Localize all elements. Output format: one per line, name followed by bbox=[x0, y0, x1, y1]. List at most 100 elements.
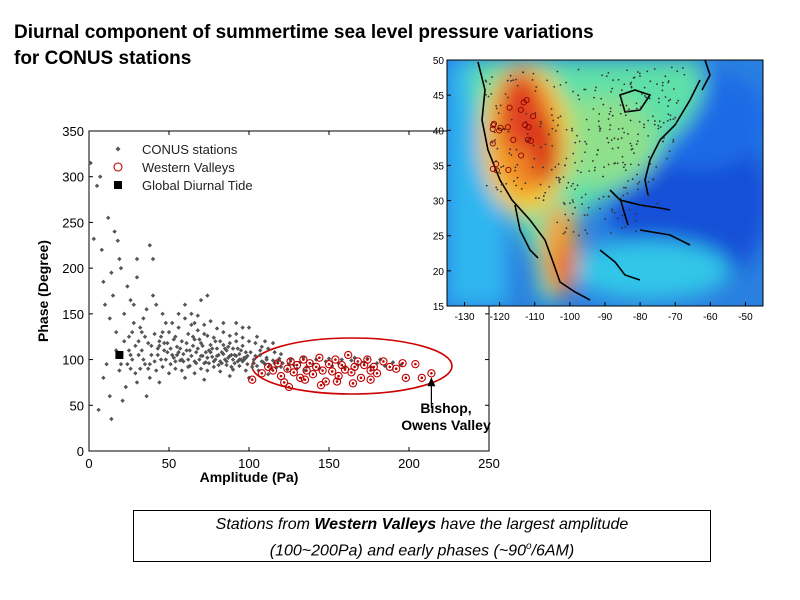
conus-station-point bbox=[174, 352, 180, 358]
conus-station-point bbox=[216, 362, 221, 368]
map-valley-station bbox=[527, 137, 534, 144]
map-station-dot bbox=[598, 197, 601, 200]
western-valley-point-center bbox=[302, 358, 305, 361]
map-station-dot bbox=[681, 67, 684, 69]
conus-station-point bbox=[157, 343, 162, 349]
conus-station-point bbox=[158, 334, 164, 339]
conus-station-point bbox=[173, 359, 178, 364]
y-tick-label: 200 bbox=[62, 261, 84, 276]
conus-station-point bbox=[131, 302, 136, 307]
map-station-dot bbox=[526, 133, 529, 135]
conus-station-point bbox=[94, 183, 100, 189]
conus-station-point bbox=[245, 361, 250, 367]
map-valley-station bbox=[493, 167, 500, 174]
map-station-dot bbox=[564, 213, 567, 216]
conus-station-point bbox=[208, 342, 213, 348]
map-station-dot bbox=[585, 118, 588, 121]
western-valley-point bbox=[324, 359, 334, 369]
map-station-dot bbox=[544, 191, 547, 194]
map-station-dot bbox=[562, 201, 565, 204]
map-station-dot bbox=[656, 202, 659, 205]
map-station-dot bbox=[617, 78, 620, 81]
conus-station-point bbox=[136, 352, 141, 358]
map-station-dot bbox=[542, 199, 545, 202]
map-station-dot bbox=[515, 148, 518, 151]
map-station-dot bbox=[500, 183, 503, 186]
map-station-dot bbox=[643, 123, 646, 126]
conus-station-point bbox=[224, 362, 229, 368]
western-valley-point bbox=[356, 373, 366, 383]
x-tick-label: 50 bbox=[162, 456, 176, 471]
map-station-dot bbox=[609, 110, 612, 113]
map-station-dot bbox=[647, 181, 650, 183]
map-station-dot bbox=[584, 151, 586, 154]
western-valley-point bbox=[280, 378, 289, 387]
map-station-dot bbox=[645, 205, 648, 208]
conus-station-point bbox=[166, 329, 172, 335]
conus-station-point bbox=[246, 339, 252, 344]
conus-station-point bbox=[237, 351, 242, 357]
western-valley-point-center bbox=[353, 365, 356, 369]
map-station-dot bbox=[520, 187, 523, 190]
map-station-dot bbox=[624, 114, 627, 117]
map-station-dot bbox=[598, 113, 601, 115]
western-valley-point bbox=[273, 359, 282, 368]
conus-station-point bbox=[114, 348, 119, 353]
map-valley-station bbox=[497, 124, 504, 131]
legend-conus-marker bbox=[115, 146, 121, 152]
map-station-dot bbox=[674, 116, 677, 119]
conus-station-point bbox=[205, 355, 210, 360]
map-station-dot bbox=[653, 68, 656, 70]
western-valley-point-center bbox=[318, 356, 321, 360]
conus-station-point bbox=[107, 393, 112, 399]
western-valley-point bbox=[411, 359, 420, 369]
western-valley-point-center bbox=[271, 369, 275, 372]
map-valley-station bbox=[522, 121, 529, 129]
western-valley-point-center bbox=[420, 376, 424, 380]
map-station-dot bbox=[648, 156, 650, 158]
y-tick-label: 0 bbox=[77, 444, 84, 459]
conus-station-point bbox=[266, 346, 271, 351]
legend-entry: CONUS stations bbox=[142, 142, 238, 157]
western-valley-point bbox=[328, 367, 337, 376]
conus-station-point bbox=[202, 322, 207, 328]
conus-station-point bbox=[258, 348, 263, 353]
map-station-dot bbox=[574, 188, 576, 191]
y-tick-label: 50 bbox=[70, 398, 84, 413]
conus-station-point bbox=[112, 229, 117, 234]
map-station-dot bbox=[657, 124, 660, 127]
map-station-dot bbox=[514, 169, 517, 172]
map-station-dot bbox=[629, 142, 632, 145]
conus-station-point bbox=[189, 311, 194, 317]
western-valley-point bbox=[401, 373, 410, 383]
map-station-dot bbox=[495, 186, 498, 189]
global-diurnal-tide-point bbox=[115, 351, 124, 359]
map-station-dot bbox=[526, 139, 529, 142]
map-valley-station bbox=[523, 97, 530, 104]
conus-station-point bbox=[224, 359, 229, 364]
conus-station-point bbox=[262, 339, 268, 344]
map-station-dot bbox=[588, 170, 591, 172]
map-x-tick-label: -120 bbox=[490, 312, 510, 323]
map-y-tick-label: 45 bbox=[433, 91, 445, 102]
map-station-dot bbox=[525, 112, 528, 115]
conus-station-point bbox=[262, 361, 268, 367]
map-station-dot bbox=[559, 115, 562, 118]
map-station-dot bbox=[601, 74, 603, 77]
map-station-dot bbox=[562, 176, 565, 179]
map-station-dot bbox=[661, 81, 664, 84]
map-station-dot bbox=[605, 75, 608, 78]
map-station-dot bbox=[557, 116, 560, 119]
western-valley-point bbox=[286, 357, 295, 366]
western-valley-point-center bbox=[289, 360, 292, 363]
map-x-tick-label: -50 bbox=[738, 312, 753, 323]
conus-station-point bbox=[248, 350, 253, 355]
map-station-dot bbox=[556, 70, 559, 73]
conus-station-point bbox=[154, 302, 159, 307]
map-station-dot bbox=[621, 214, 624, 217]
title-line-2: for CONUS stations bbox=[14, 48, 192, 69]
map-station-dot bbox=[516, 84, 519, 87]
conus-station-point bbox=[234, 331, 239, 337]
map-station-dot bbox=[667, 99, 670, 102]
conus-station-point bbox=[202, 331, 207, 337]
